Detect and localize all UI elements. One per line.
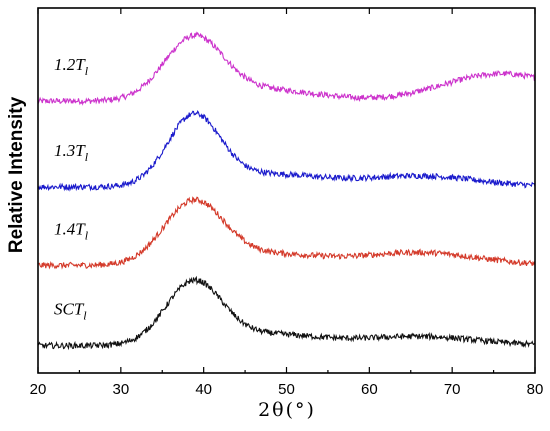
- x-axis-label: 2θ(°): [258, 399, 316, 421]
- series-label-3: SCTl: [54, 300, 87, 323]
- y-axis-label: Relative Intensity: [6, 96, 27, 253]
- x-tick-label: 50: [278, 381, 295, 398]
- x-tick-label: 60: [361, 381, 378, 398]
- series-group: [37, 31, 536, 351]
- axes: 20 30 40 50 60 70 80: [30, 7, 544, 398]
- x-tick-label: 20: [30, 381, 47, 398]
- plot-frame: [37, 7, 536, 374]
- series-labels: 1.2Tl 1.3Tl 1.4Tl SCTl: [54, 55, 89, 323]
- series-line-1: [37, 110, 536, 192]
- series-line-0: [37, 31, 536, 106]
- series-line-2: [37, 196, 536, 270]
- series-line-3: [37, 275, 536, 351]
- x-tick-label: 30: [112, 381, 129, 398]
- series-label-1: 1.3Tl: [54, 141, 89, 164]
- x-tick-label: 70: [444, 381, 461, 398]
- series-label-2: 1.4Tl: [54, 219, 89, 242]
- series-label-0: 1.2Tl: [54, 55, 89, 78]
- x-tick-label: 40: [195, 381, 212, 398]
- x-tick-label: 80: [527, 381, 544, 398]
